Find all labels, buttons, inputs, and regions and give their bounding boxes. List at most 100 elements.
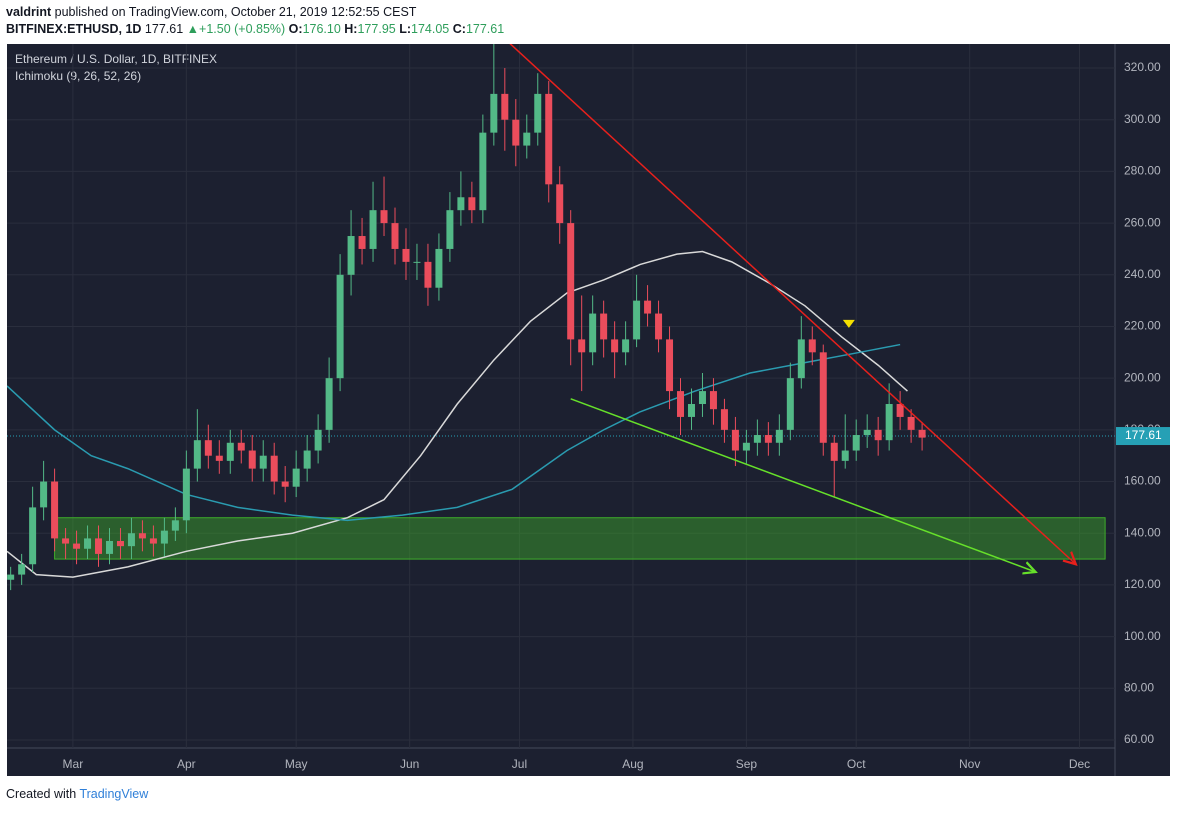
candle-body (567, 223, 575, 340)
candle-body (512, 119, 520, 146)
candle-body (775, 429, 783, 443)
candle-body (819, 352, 827, 443)
candle-body (281, 481, 289, 487)
chart-title: Ethereum / U.S. Dollar, 1D, BITFINEX (15, 52, 217, 66)
y-tick-label: 80.00 (1124, 680, 1154, 694)
candle-body (666, 339, 674, 392)
c-label: C: (452, 22, 466, 36)
c: 177.61 (465, 22, 505, 36)
candle-body (105, 540, 113, 554)
candle-body (51, 481, 59, 539)
candle-body (852, 435, 860, 451)
candle-body (698, 391, 706, 405)
trendline (570, 398, 1036, 572)
candle-body (556, 184, 564, 224)
y-tick-label: 160.00 (1124, 474, 1161, 488)
candle-body (336, 274, 344, 379)
y-tick-label: 320.00 (1124, 60, 1161, 74)
candle-body (490, 93, 498, 133)
arrow: ▲ (186, 22, 200, 36)
candle-body (720, 409, 728, 430)
candle-body (182, 468, 190, 521)
candle-body (73, 543, 81, 549)
y-tick-label: 300.00 (1124, 112, 1161, 126)
candle-body (347, 236, 355, 275)
y-tick-label: 220.00 (1124, 319, 1161, 333)
candle-body (40, 481, 48, 508)
indicator-label: Ichimoku (9, 26, 52, 26) (15, 69, 141, 83)
candle-body (160, 530, 168, 544)
candle-body (391, 223, 399, 249)
candle-body (435, 248, 443, 288)
candle-body (830, 442, 838, 461)
x-tick-label: Jun (400, 757, 419, 771)
candle-body (204, 440, 212, 456)
author[interactable]: valdrint (6, 5, 52, 19)
candle-body (7, 574, 15, 580)
candle-body (369, 210, 377, 249)
trendline (509, 44, 1075, 564)
candle-body (446, 210, 454, 249)
y-tick-label: 100.00 (1124, 629, 1161, 643)
candle-body (95, 538, 103, 554)
candle-body (424, 261, 432, 288)
candle-body (611, 339, 619, 353)
candle-body (292, 468, 300, 487)
candle-body (413, 261, 421, 263)
candle-body (380, 210, 388, 224)
candle-body (709, 391, 717, 410)
candle-body (325, 378, 333, 430)
candle-body (753, 435, 761, 443)
panel (7, 44, 1170, 776)
candle-body (237, 442, 245, 451)
candle-body (885, 404, 893, 441)
symbol: BITFINEX:ETHUSD, 1D (6, 22, 142, 36)
y-tick-label: 260.00 (1124, 215, 1161, 229)
candle-body (644, 300, 652, 314)
candle-body (62, 538, 70, 544)
candle-body (171, 520, 179, 531)
x-tick-label: Oct (847, 757, 866, 771)
y-tick-label: 140.00 (1124, 525, 1161, 539)
brand[interactable]: TradingView (79, 787, 149, 801)
candle-body (84, 538, 92, 549)
x-tick-label: Nov (959, 757, 980, 771)
candle-body (402, 248, 410, 262)
publish-line: valdrint published on TradingView.com, O… (6, 4, 504, 21)
y-tick-label: 120.00 (1124, 577, 1161, 591)
x-tick-label: May (285, 757, 308, 771)
candle-body (479, 132, 487, 211)
y-tick-label: 240.00 (1124, 267, 1161, 281)
y-tick-label: 280.00 (1124, 164, 1161, 178)
candle-body (226, 442, 234, 461)
candle-body (589, 313, 597, 353)
candle-body (687, 404, 695, 417)
candle-body (248, 450, 256, 469)
candle-body (545, 93, 553, 185)
l: 174.05 (411, 22, 450, 36)
candle-body (600, 313, 608, 340)
candle-body (314, 429, 322, 451)
plot (7, 44, 1115, 748)
candle-body (358, 236, 366, 249)
candle-body (633, 300, 641, 340)
y-tick-label: 60.00 (1124, 732, 1154, 746)
o: 176.10 (302, 22, 341, 36)
x-tick-label: Dec (1069, 757, 1090, 771)
candle-body (259, 455, 267, 469)
signal-marker (842, 319, 855, 328)
candle-body (501, 93, 509, 120)
candle-body (896, 404, 904, 417)
l-label: L: (399, 22, 412, 36)
candle-body (149, 538, 157, 544)
last-price-label: 177.61 (1125, 428, 1162, 442)
y-tick-label: 200.00 (1124, 370, 1161, 384)
candle-body (116, 540, 124, 547)
candle-body (270, 455, 278, 482)
candle-body (622, 339, 630, 353)
candle-body (742, 442, 750, 451)
x-tick-label: Jul (512, 757, 527, 771)
candle-body (655, 313, 663, 340)
